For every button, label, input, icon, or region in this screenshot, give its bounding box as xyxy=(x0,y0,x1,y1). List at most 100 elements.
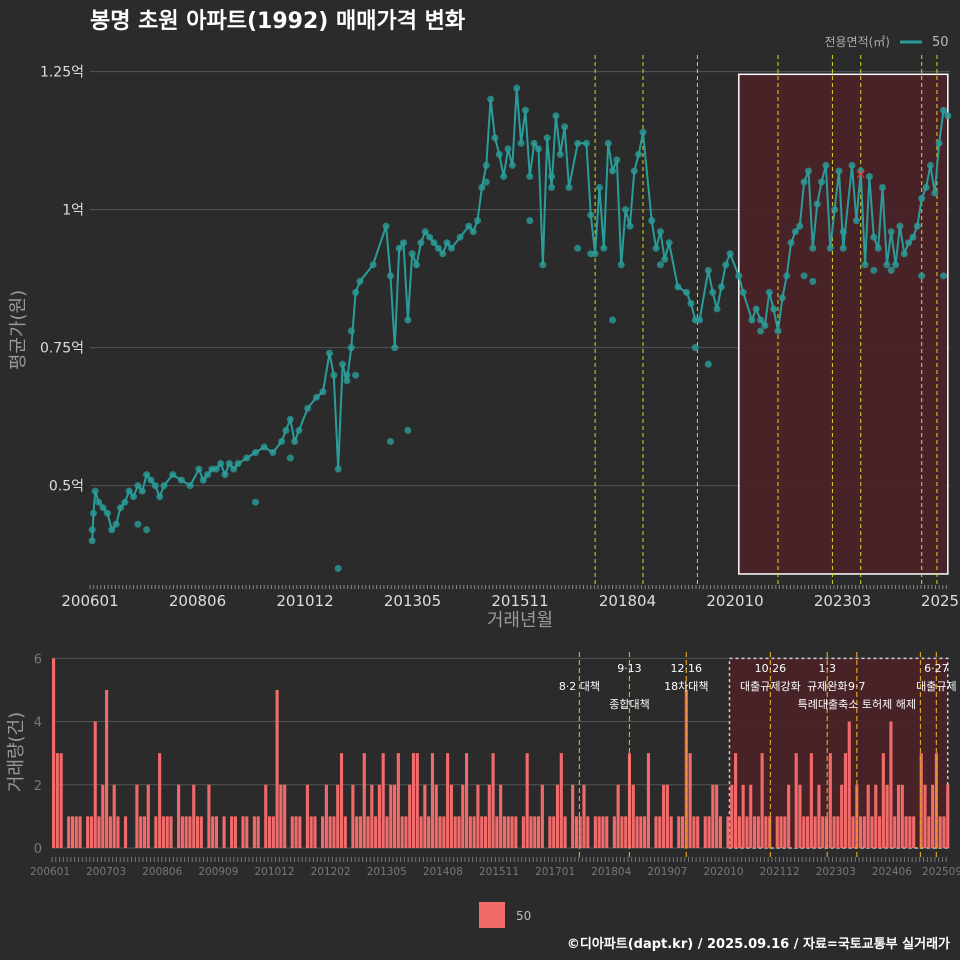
data-point xyxy=(319,388,327,396)
data-point xyxy=(739,288,747,296)
data-point xyxy=(735,272,743,280)
volume-bar xyxy=(726,816,730,848)
volume-bar xyxy=(97,816,101,848)
data-point xyxy=(896,222,904,230)
volume-bar xyxy=(381,753,385,848)
data-point xyxy=(169,471,177,479)
data-point xyxy=(334,564,342,572)
data-point xyxy=(691,344,699,352)
data-point xyxy=(783,272,791,280)
policy-annotation: 8·2 대책 xyxy=(559,680,600,693)
data-point xyxy=(656,261,664,269)
data-point xyxy=(103,509,111,517)
price-line-chart: 0.5억 0.75억 1억 1.25억 200601 200806 201012 201305… xyxy=(40,55,959,610)
volume-bar xyxy=(571,784,575,848)
data-point xyxy=(482,178,490,186)
volume-bar xyxy=(55,753,59,848)
data-point xyxy=(556,150,564,158)
volume-bar xyxy=(165,816,169,848)
volume-bar xyxy=(355,816,359,848)
data-point xyxy=(548,184,556,191)
volume-bar xyxy=(931,784,935,848)
x-tick-label: 200806 xyxy=(142,866,182,878)
data-point xyxy=(582,139,590,147)
data-point xyxy=(395,244,403,252)
volume-bar xyxy=(540,784,544,848)
data-point xyxy=(330,371,338,379)
data-point xyxy=(674,283,682,291)
volume-bar xyxy=(161,816,165,848)
data-point xyxy=(944,112,952,120)
data-point xyxy=(639,128,647,136)
data-point xyxy=(561,123,569,131)
volume-bar xyxy=(199,816,203,848)
data-point xyxy=(513,84,521,92)
data-point xyxy=(761,322,769,330)
volume-bar xyxy=(711,784,715,848)
data-point xyxy=(630,167,638,175)
data-point xyxy=(143,526,151,534)
volume-bar xyxy=(806,816,810,848)
data-point xyxy=(665,239,673,247)
y-tick-label: 6 xyxy=(34,652,42,667)
data-point xyxy=(543,134,551,142)
volume-bar xyxy=(472,816,476,848)
data-point xyxy=(804,167,812,175)
data-point xyxy=(286,415,294,423)
x-tick-label: 200601 xyxy=(61,592,118,610)
data-point xyxy=(687,299,695,307)
volume-bar xyxy=(366,816,370,848)
data-point xyxy=(939,272,947,280)
data-point xyxy=(495,150,503,158)
data-point xyxy=(861,261,869,269)
data-point xyxy=(134,520,142,528)
data-point xyxy=(465,222,473,230)
volume-bar xyxy=(495,816,499,848)
volume-bar xyxy=(101,784,105,848)
x-tick-label: 202112 xyxy=(760,866,800,878)
volume-bar xyxy=(680,816,685,848)
volume-bar xyxy=(851,816,855,848)
data-point xyxy=(491,134,499,142)
data-point xyxy=(156,493,164,501)
volume-bar xyxy=(536,816,541,848)
data-point xyxy=(217,460,225,468)
data-point xyxy=(443,239,451,247)
data-point xyxy=(787,239,795,247)
volume-bar xyxy=(881,753,885,848)
volume-bar xyxy=(502,816,507,848)
data-point xyxy=(809,244,817,252)
volume-bar xyxy=(195,816,200,848)
policy-annotation: 9·13 xyxy=(617,662,642,675)
x-tick-label: 202303 xyxy=(816,866,856,878)
volume-bar xyxy=(419,816,423,848)
volume-bar xyxy=(832,816,836,848)
data-point xyxy=(469,228,477,236)
volume-bar xyxy=(154,816,158,848)
volume-bar xyxy=(620,816,624,848)
volume-bar xyxy=(116,816,120,848)
highlight-region xyxy=(738,73,949,575)
data-point xyxy=(260,443,268,451)
data-point xyxy=(352,288,360,296)
data-point xyxy=(91,487,99,495)
volume-bar xyxy=(275,689,279,848)
data-point xyxy=(143,471,151,479)
volume-bar xyxy=(802,816,806,848)
data-point xyxy=(887,266,895,274)
volume-bar xyxy=(942,816,946,848)
policy-annotation: 12·16 xyxy=(671,662,703,675)
volume-bar xyxy=(453,816,457,848)
volume-bar xyxy=(514,816,518,848)
data-point xyxy=(108,526,116,534)
volume-bar xyxy=(597,816,601,848)
data-point xyxy=(757,327,765,335)
data-point xyxy=(88,537,96,545)
data-point xyxy=(900,250,908,258)
data-point xyxy=(870,233,878,241)
data-point xyxy=(935,139,943,147)
volume-bar xyxy=(752,816,757,848)
data-point xyxy=(391,344,399,352)
data-point xyxy=(404,316,412,324)
